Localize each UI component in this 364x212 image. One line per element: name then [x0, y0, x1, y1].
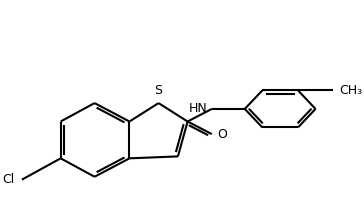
Text: HN: HN — [189, 102, 208, 115]
Text: Cl: Cl — [2, 173, 14, 186]
Text: CH₃: CH₃ — [339, 84, 362, 97]
Text: O: O — [218, 128, 228, 141]
Text: S: S — [155, 84, 163, 97]
